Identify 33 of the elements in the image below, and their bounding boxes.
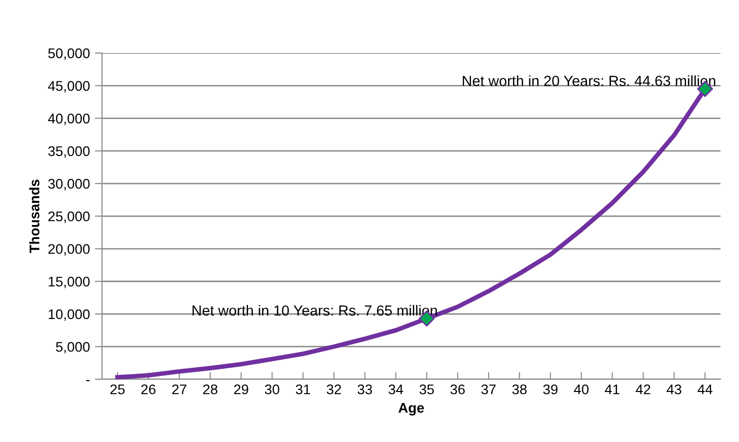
x-tick-label: 40 — [574, 384, 589, 394]
x-tick-label: 42 — [636, 384, 650, 394]
x-tick-label: 35 — [420, 384, 434, 394]
x-tick-label: 41 — [604, 384, 620, 394]
y-tick-label: 30,000 — [48, 178, 90, 190]
y-axis-title: Thousands — [29, 180, 40, 254]
x-tick-label: 29 — [234, 384, 248, 394]
x-tick-label: 34 — [388, 384, 404, 394]
x-tick-label: 28 — [203, 384, 218, 394]
x-tick-label: 44 — [698, 384, 712, 394]
x-tick-label: 39 — [543, 384, 558, 394]
x-tick-label: 26 — [141, 384, 156, 394]
y-tick-label: 40,000 — [48, 114, 90, 126]
x-tick-label: 38 — [512, 384, 527, 394]
x-tick-label: 27 — [172, 384, 186, 394]
x-tick-label: 31 — [296, 384, 310, 394]
y-tick-label: 25,000 — [48, 211, 90, 223]
x-tick-label: 30 — [264, 384, 280, 394]
y-tick-label: 20,000 — [48, 244, 90, 256]
y-tick-label: 45,000 — [48, 80, 90, 92]
x-tick-label: 32 — [326, 384, 341, 394]
y-tick-label: 35,000 — [48, 146, 90, 158]
x-tick-label: 43 — [666, 384, 682, 394]
x-axis-title: Age — [398, 403, 424, 416]
y-tick-label: 10,000 — [48, 309, 90, 321]
y-tick-label: 5,000 — [56, 342, 90, 354]
y-tick-label: - — [86, 380, 90, 382]
y-tick-label: 15,000 — [48, 276, 90, 288]
x-tick-label: 36 — [450, 384, 465, 394]
x-tick-label: 25 — [110, 384, 125, 394]
x-tick-label: 37 — [481, 384, 496, 394]
y-tick-label: 50,000 — [48, 48, 90, 60]
x-tick-label: 33 — [358, 384, 372, 394]
